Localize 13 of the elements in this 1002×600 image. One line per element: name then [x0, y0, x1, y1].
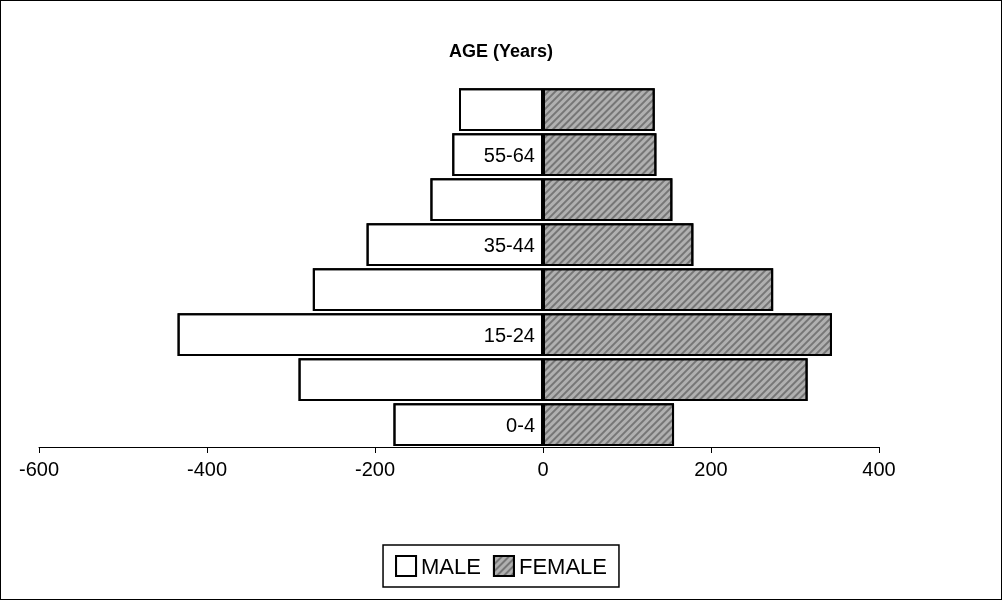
x-tick-label: 400 [862, 458, 896, 480]
legend-label: MALE [421, 553, 481, 579]
y-tick-label: 35-44 [483, 233, 535, 256]
x-tick-label: 200 [694, 458, 728, 480]
x-tick-label: 0 [537, 458, 549, 480]
x-tick-label: -200 [354, 458, 396, 480]
x-tick-label: -400 [186, 458, 228, 480]
legend-label: FEMALE [518, 553, 607, 579]
y-tick-label: 55-64 [483, 143, 535, 166]
y-tick-label: 0-4 [506, 413, 535, 436]
x-tick-label: -600 [18, 458, 60, 480]
y-tick-label: 15-24 [483, 323, 535, 346]
chart-title: AGE (Years) [448, 41, 554, 61]
